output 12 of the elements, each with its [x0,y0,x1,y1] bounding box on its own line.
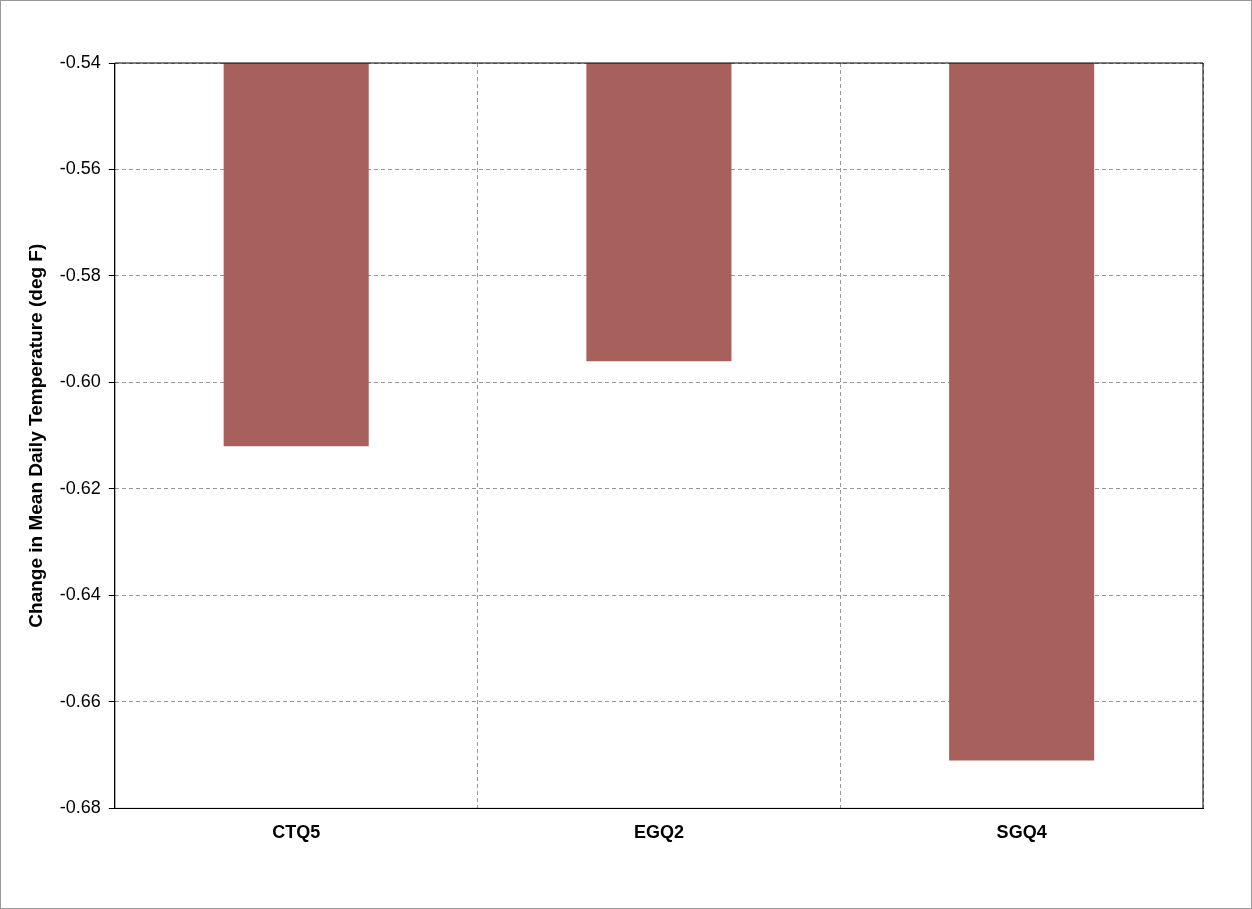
y-axis-title: Change in Mean Daily Temperature (deg F) [24,243,46,628]
y-tick-label: -0.62 [59,477,101,498]
y-tick-label: -0.64 [59,584,101,605]
x-tick-label: SGQ4 [996,822,1047,843]
y-tick-label: -0.60 [59,371,101,392]
y-tick-label: -0.68 [59,797,101,818]
x-tick-label: CTQ5 [272,822,321,843]
y-tick-label: -0.54 [59,51,101,72]
y-tick-label: -0.56 [59,158,101,179]
y-tick-label: -0.66 [59,690,101,711]
x-tick-label: EGQ2 [633,822,684,843]
y-tick-label: -0.58 [59,264,101,285]
